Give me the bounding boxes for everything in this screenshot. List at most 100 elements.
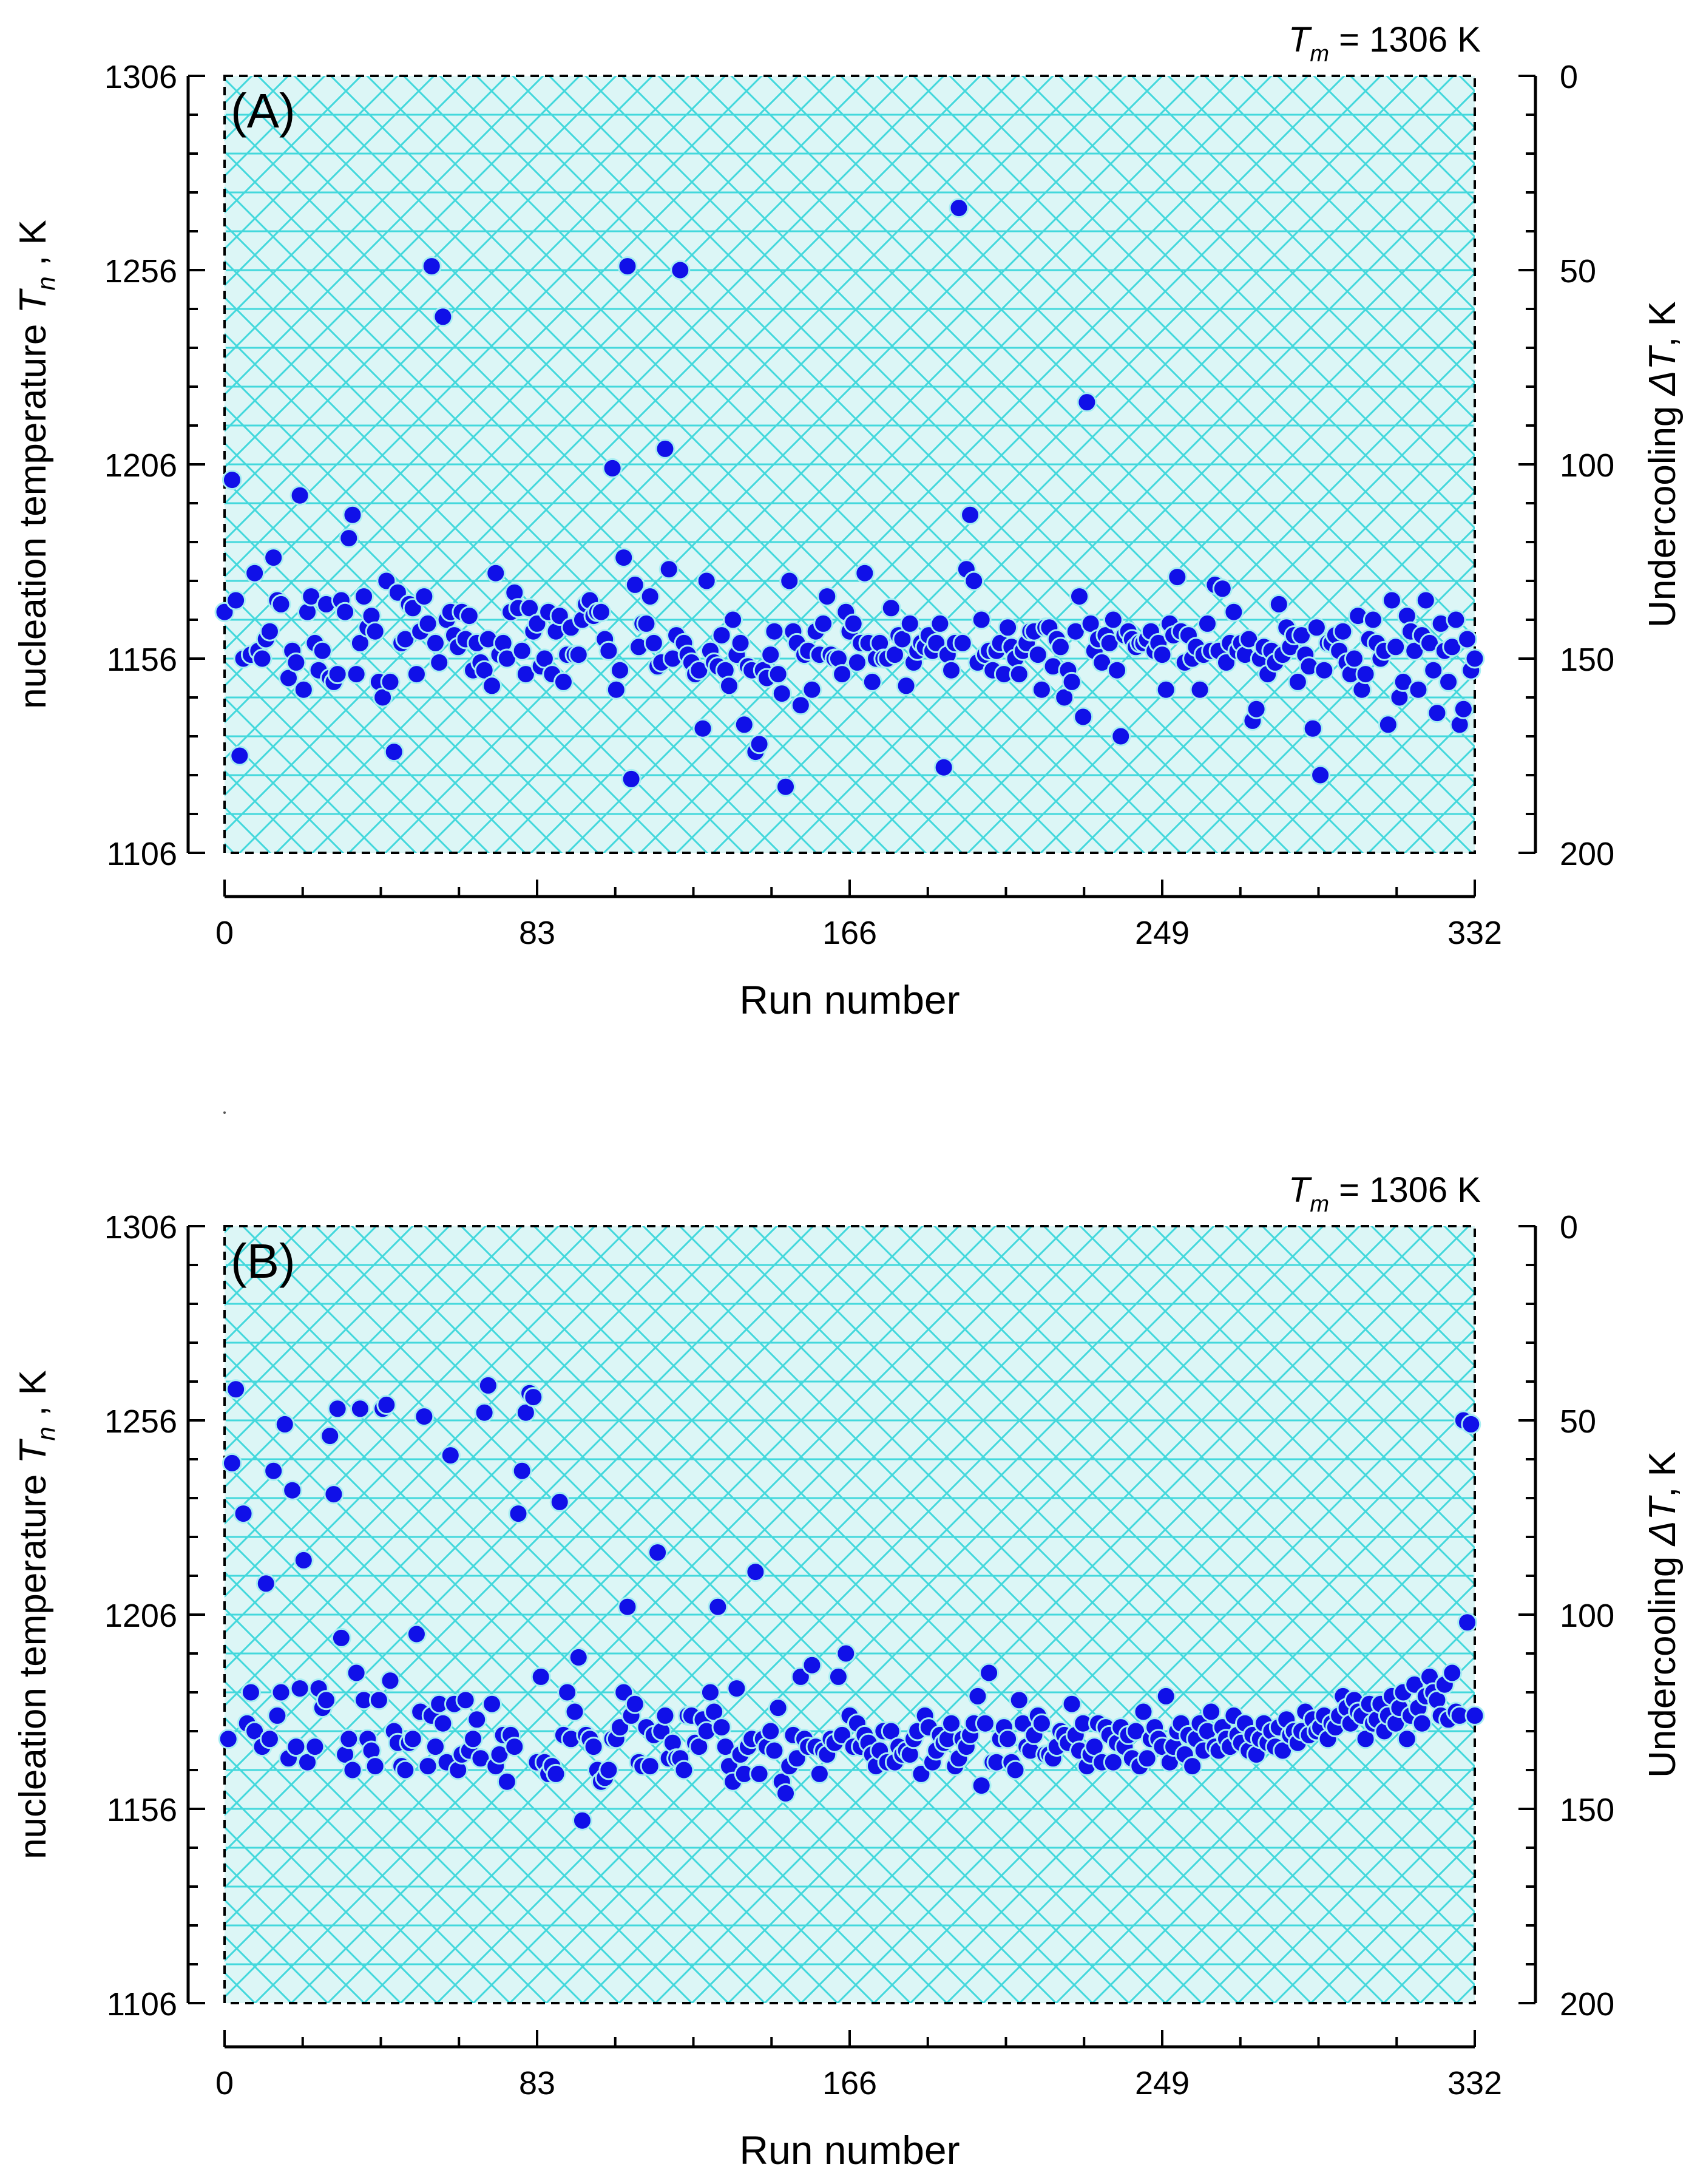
data-point-a bbox=[365, 621, 385, 642]
y-tick-label-a: 1106 bbox=[107, 836, 177, 872]
data-point-b bbox=[1464, 1705, 1485, 1726]
data-point-a bbox=[1333, 621, 1353, 642]
data-point-a bbox=[418, 613, 438, 634]
data-point-a bbox=[1061, 671, 1082, 692]
data-point-a bbox=[421, 256, 442, 277]
data-point-b bbox=[760, 1721, 781, 1741]
y-tick-label-b: 1306 bbox=[104, 1209, 177, 1246]
data-point-b bbox=[504, 1737, 525, 1757]
data-point-a bbox=[459, 606, 479, 626]
data-point-a bbox=[606, 679, 626, 700]
data-point-b bbox=[809, 1763, 830, 1784]
data-point-b bbox=[549, 1491, 570, 1512]
data-point-b bbox=[320, 1426, 340, 1446]
y-tick-label-a: 1256 bbox=[104, 253, 177, 290]
x-axis-label-b: Run number bbox=[739, 2128, 960, 2172]
data-points-a bbox=[214, 198, 1485, 797]
data-point-a bbox=[1009, 664, 1029, 685]
data-point-b bbox=[331, 1627, 351, 1648]
data-point-b bbox=[346, 1663, 367, 1683]
data-point-b bbox=[1396, 1729, 1417, 1749]
data-point-b bbox=[975, 1713, 995, 1734]
data-point-a bbox=[1190, 679, 1210, 700]
data-point-b bbox=[711, 1717, 732, 1738]
data-point-b bbox=[726, 1678, 747, 1699]
data-point-a bbox=[591, 602, 611, 622]
x-tick-label-b: 332 bbox=[1447, 2065, 1502, 2101]
data-point-a bbox=[293, 679, 314, 700]
data-point-b bbox=[414, 1406, 435, 1427]
data-point-b bbox=[1031, 1713, 1052, 1734]
data-point-a bbox=[881, 598, 901, 619]
data-point-b bbox=[546, 1763, 566, 1784]
data-point-b bbox=[776, 1783, 796, 1803]
data-point-b bbox=[271, 1682, 291, 1703]
data-point-a bbox=[734, 714, 754, 735]
data-point-b bbox=[282, 1480, 303, 1501]
x-tick-label-a: 166 bbox=[822, 915, 877, 951]
data-point-b bbox=[289, 1678, 310, 1699]
data-point-a bbox=[1362, 609, 1383, 630]
data-point-b bbox=[376, 1394, 397, 1415]
data-point-a bbox=[354, 586, 374, 607]
data-point-b bbox=[256, 1573, 276, 1594]
data-point-a bbox=[1306, 617, 1327, 638]
data-point-b bbox=[598, 1760, 619, 1780]
data-point-a bbox=[1031, 679, 1052, 700]
data-point-b bbox=[1009, 1690, 1029, 1711]
data-point-a bbox=[941, 660, 962, 680]
data-point-a bbox=[1212, 578, 1233, 599]
data-point-a bbox=[899, 613, 920, 634]
data-point-a bbox=[692, 718, 713, 739]
data-point-b bbox=[467, 1709, 487, 1730]
data-point-a bbox=[384, 742, 404, 762]
data-point-a bbox=[1069, 586, 1089, 607]
data-point-b bbox=[745, 1562, 766, 1582]
y-axis-label-b: nucleation temperature Tn , K bbox=[12, 1370, 60, 1859]
data-point-b bbox=[455, 1690, 476, 1711]
data-point-b bbox=[1103, 1752, 1123, 1772]
data-point-b bbox=[1061, 1694, 1082, 1714]
data-point-b bbox=[316, 1690, 337, 1711]
data-point-a bbox=[636, 613, 657, 634]
data-point-a bbox=[1073, 707, 1094, 727]
y2-tick-label-a: 150 bbox=[1560, 642, 1614, 678]
data-point-b bbox=[218, 1729, 239, 1749]
data-point-b bbox=[496, 1771, 517, 1792]
data-point-b bbox=[979, 1663, 1000, 1683]
data-point-a bbox=[1415, 590, 1436, 611]
data-point-b bbox=[583, 1737, 604, 1757]
data-point-b bbox=[263, 1460, 284, 1481]
data-point-a bbox=[617, 256, 638, 277]
y2-tick-label-b: 150 bbox=[1560, 1792, 1614, 1828]
y-tick-label-b: 1106 bbox=[107, 1986, 177, 2023]
panel-label-b: (B) bbox=[231, 1234, 296, 1288]
data-point-a bbox=[1427, 703, 1447, 724]
y2-tick-label-a: 50 bbox=[1560, 253, 1596, 290]
data-point-b bbox=[406, 1624, 427, 1644]
data-point-b bbox=[1457, 1612, 1478, 1633]
data-point-a bbox=[971, 609, 992, 630]
data-point-a bbox=[327, 664, 348, 685]
y2-tick-label-a: 100 bbox=[1560, 447, 1614, 484]
data-point-a bbox=[486, 563, 506, 583]
horizontal-gridlines-a bbox=[226, 114, 1474, 815]
data-point-b bbox=[768, 1698, 788, 1718]
data-point-a bbox=[779, 571, 800, 591]
data-point-a bbox=[855, 563, 875, 583]
data-point-b bbox=[1137, 1748, 1157, 1769]
panel-a: 1106 1156 1206 1256 1306 0 50 100 150 200 0 83 166 24… bbox=[12, 20, 1684, 1022]
data-point-a bbox=[406, 664, 427, 685]
data-point-a bbox=[896, 676, 916, 696]
x-tick-label-b: 249 bbox=[1135, 2065, 1190, 2101]
data-point-a bbox=[252, 648, 272, 669]
data-point-a bbox=[1287, 671, 1308, 692]
data-point-a bbox=[749, 734, 770, 755]
data-point-a bbox=[335, 602, 356, 622]
data-point-b bbox=[226, 1379, 246, 1400]
data-point-b bbox=[286, 1737, 306, 1757]
data-point-b bbox=[625, 1694, 645, 1714]
y2-axis-label-a: Undercooling ΔT, K bbox=[1642, 301, 1684, 628]
data-point-b bbox=[267, 1705, 288, 1726]
x-tick-label-a: 83 bbox=[519, 915, 555, 951]
